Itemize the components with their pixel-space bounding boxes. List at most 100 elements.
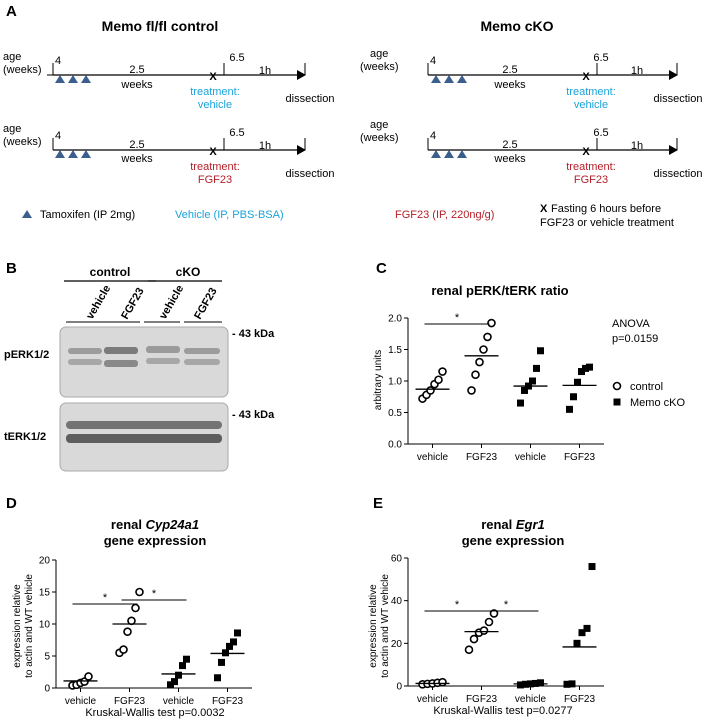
start-week: 4 (55, 55, 61, 67)
significance-star: * (455, 599, 460, 611)
control-title: Memo fl/fl control (102, 18, 219, 34)
data-point (464, 645, 474, 655)
data-point (119, 645, 128, 654)
data-point (570, 393, 577, 401)
significance-star: * (504, 599, 509, 611)
y-tick-label: 1.0 (388, 377, 402, 388)
fasting-x: X (582, 146, 590, 158)
kda-marker: - 43 kDa (232, 409, 275, 421)
span-weeks: 2.5 (129, 139, 144, 151)
control-timeline-vehicle: age (weeks) 4 2.5 weeks X 6.5 1h treatme… (3, 51, 334, 111)
data-point (467, 386, 476, 395)
weeks-label: weeks (120, 153, 153, 165)
span-weeks: 2.5 (502, 139, 517, 151)
group-cko-label: cKO (176, 265, 201, 279)
x-tick-label: vehicle (417, 694, 449, 705)
data-point (127, 616, 136, 626)
arrow-head (297, 70, 306, 80)
y-tick-label: 2.0 (388, 314, 402, 325)
data-point (568, 680, 576, 688)
anova-label: ANOVA (612, 318, 650, 330)
terk-label: tERK1/2 (4, 431, 46, 443)
legend-x-mark: X (540, 203, 548, 215)
legend-cko-marker (613, 398, 621, 406)
weeks-unit: (weeks) (360, 61, 399, 73)
panel-b-letter: B (6, 260, 17, 277)
data-point (479, 345, 488, 354)
y-tick-label: 5 (44, 652, 50, 663)
tamoxifen-triangle (81, 150, 91, 158)
control-timeline-fgf23: age (weeks) 4 2.5 weeks X 6.5 1h treatme… (3, 123, 334, 186)
panel-e-letter: E (373, 495, 383, 512)
y-tick-label: 1.5 (388, 345, 402, 356)
dissection-label: dissection (654, 168, 703, 180)
group-control-label: control (90, 265, 131, 279)
data-point (578, 368, 585, 376)
data-point (479, 626, 489, 635)
data-point (234, 629, 241, 637)
weeks-label: weeks (493, 153, 526, 165)
legend-fgf23: FGF23 (IP, 220ng/g) (395, 209, 494, 221)
x-tick-label: vehicle (65, 696, 97, 707)
post-duration: 1h (259, 65, 271, 77)
chart-e-ylabel: to actin and WT vehicle (380, 574, 391, 678)
lane-label: vehicle (84, 283, 113, 321)
data-point (183, 655, 190, 663)
data-point (475, 357, 484, 367)
chart-d-ylabel: to actin and WT vehicle (24, 574, 35, 678)
cko-title: Memo cKO (480, 18, 553, 34)
significance-star: * (152, 588, 157, 600)
data-point (529, 377, 536, 385)
data-point (123, 627, 132, 636)
panel-c: C renal pERK/tERK ratio arbitrary units … (373, 260, 685, 463)
tamoxifen-triangle (431, 75, 441, 83)
data-point (135, 587, 144, 597)
panel-a: A Memo fl/fl control Memo cKO age (weeks… (3, 3, 702, 229)
legend-control: control (630, 381, 663, 393)
data-point (517, 681, 524, 689)
title-prefix: renal (481, 517, 516, 532)
data-point (537, 347, 544, 355)
y-tick-label: 0 (44, 684, 50, 695)
chart-e-title-line1: renal Egr1 (481, 517, 545, 532)
data-point (218, 658, 225, 666)
post-duration: 1h (259, 140, 271, 152)
treatment-fgf23: FGF23 (198, 174, 232, 186)
x-tick-label: FGF23 (466, 694, 498, 705)
panel-d-letter: D (6, 495, 17, 512)
data-point (563, 680, 571, 688)
data-point (483, 332, 492, 342)
tamoxifen-triangle (444, 75, 454, 83)
data-point (434, 375, 443, 385)
y-tick-label: 0.5 (388, 408, 402, 419)
treatment-fgf23: FGF23 (574, 174, 608, 186)
data-point (578, 629, 586, 637)
panel-a-legend: Tamoxifen (IP 2mg) Vehicle (IP, PBS-BSA)… (22, 203, 674, 229)
anova-pvalue: p=0.0159 (612, 333, 658, 345)
chart-c-title: renal pERK/tERK ratio (431, 283, 568, 298)
tamoxifen-triangle (68, 75, 78, 83)
tamoxifen-triangle-icon (22, 210, 32, 218)
fasting-x: X (209, 71, 217, 83)
treatment-label: treatment: (566, 161, 616, 173)
span-weeks: 2.5 (129, 64, 144, 76)
fasting-x: X (209, 146, 217, 158)
x-tick-label: vehicle (515, 694, 547, 705)
y-tick-label: 40 (391, 596, 403, 607)
data-point (131, 603, 140, 613)
cko-timeline-vehicle: age (weeks) 4 2.5 weeks X 6.5 1h treatme… (360, 48, 702, 111)
data-point (84, 672, 93, 681)
tamoxifen-triangle (444, 150, 454, 158)
significance-star: * (455, 312, 460, 324)
x-tick-label: FGF23 (466, 452, 498, 463)
span-weeks: 2.5 (502, 64, 517, 76)
gene-name: Egr1 (516, 517, 545, 532)
kruskal-wallis-d: Kruskal-Wallis test p=0.0032 (85, 707, 224, 719)
data-point (586, 363, 593, 371)
mark-week: 6.5 (229, 127, 244, 139)
age-label: age (370, 48, 388, 60)
weeks-unit: (weeks) (3, 136, 42, 148)
data-point (533, 364, 540, 372)
data-point (167, 681, 174, 689)
